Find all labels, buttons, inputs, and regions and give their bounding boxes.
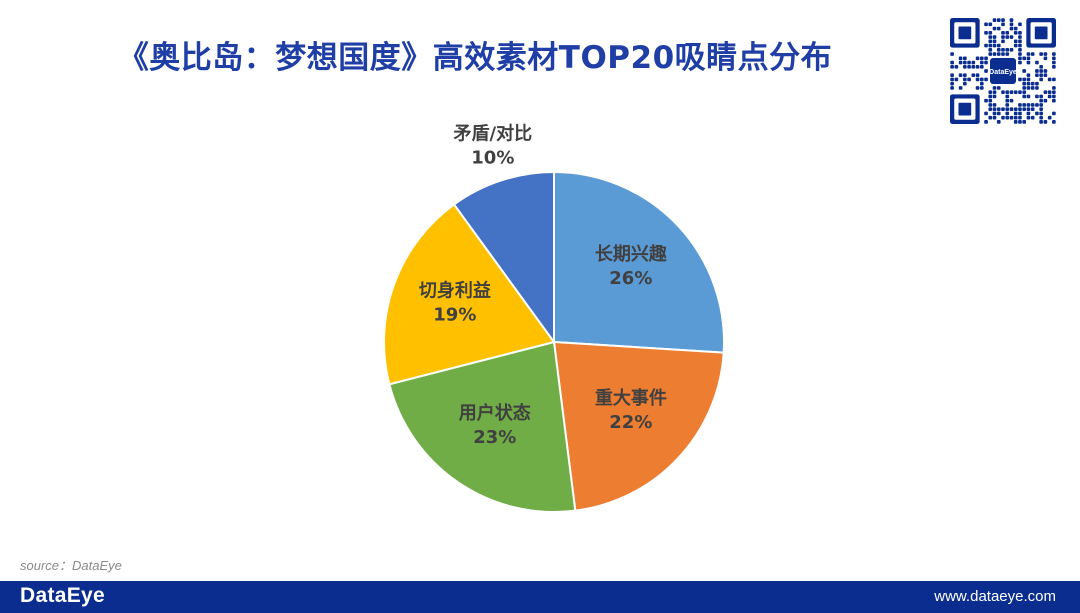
slice-category-label-3: 切身利益 <box>419 279 491 301</box>
pie-slice-1 <box>552 340 725 512</box>
pie-slice-2 <box>388 340 577 513</box>
slice-value-label-3: 19% <box>433 304 476 325</box>
footer-logo: DataEye <box>20 584 105 607</box>
qr-center-logo: DataEye <box>989 69 1017 76</box>
chart-title: 《奥比岛：梦想国度》高效素材TOP20吸睛点分布 <box>117 40 833 76</box>
slice-value-label-1: 22% <box>609 412 652 433</box>
pie-slice-4 <box>452 170 555 346</box>
slice-value-label-0: 26% <box>609 268 652 289</box>
pie-labels: 长期兴趣 26% 重大事件 22% 用户状态 23% 切身利益 19% 矛盾/对比 10% <box>419 123 668 448</box>
source-note: source：DataEye <box>20 558 122 573</box>
slice-category-label-2: 用户状态 <box>459 402 531 424</box>
slice-value-label-2: 23% <box>473 427 516 448</box>
pie-slice-0 <box>553 170 725 354</box>
slice-value-label-4: 10% <box>471 148 514 169</box>
footer-bar: DataEye www.dataeye.com <box>0 581 1080 613</box>
slice-category-label-0: 长期兴趣 <box>595 244 668 265</box>
qr-code: DataEye <box>950 18 1056 124</box>
slice-category-label-1: 重大事件 <box>595 387 667 409</box>
qr-modules <box>950 18 1056 124</box>
footer-url[interactable]: www.dataeye.com <box>934 588 1056 605</box>
pie-slices <box>383 170 725 513</box>
slice-category-label-4: 矛盾/对比 <box>453 123 533 145</box>
pie-slice-3 <box>383 203 556 386</box>
